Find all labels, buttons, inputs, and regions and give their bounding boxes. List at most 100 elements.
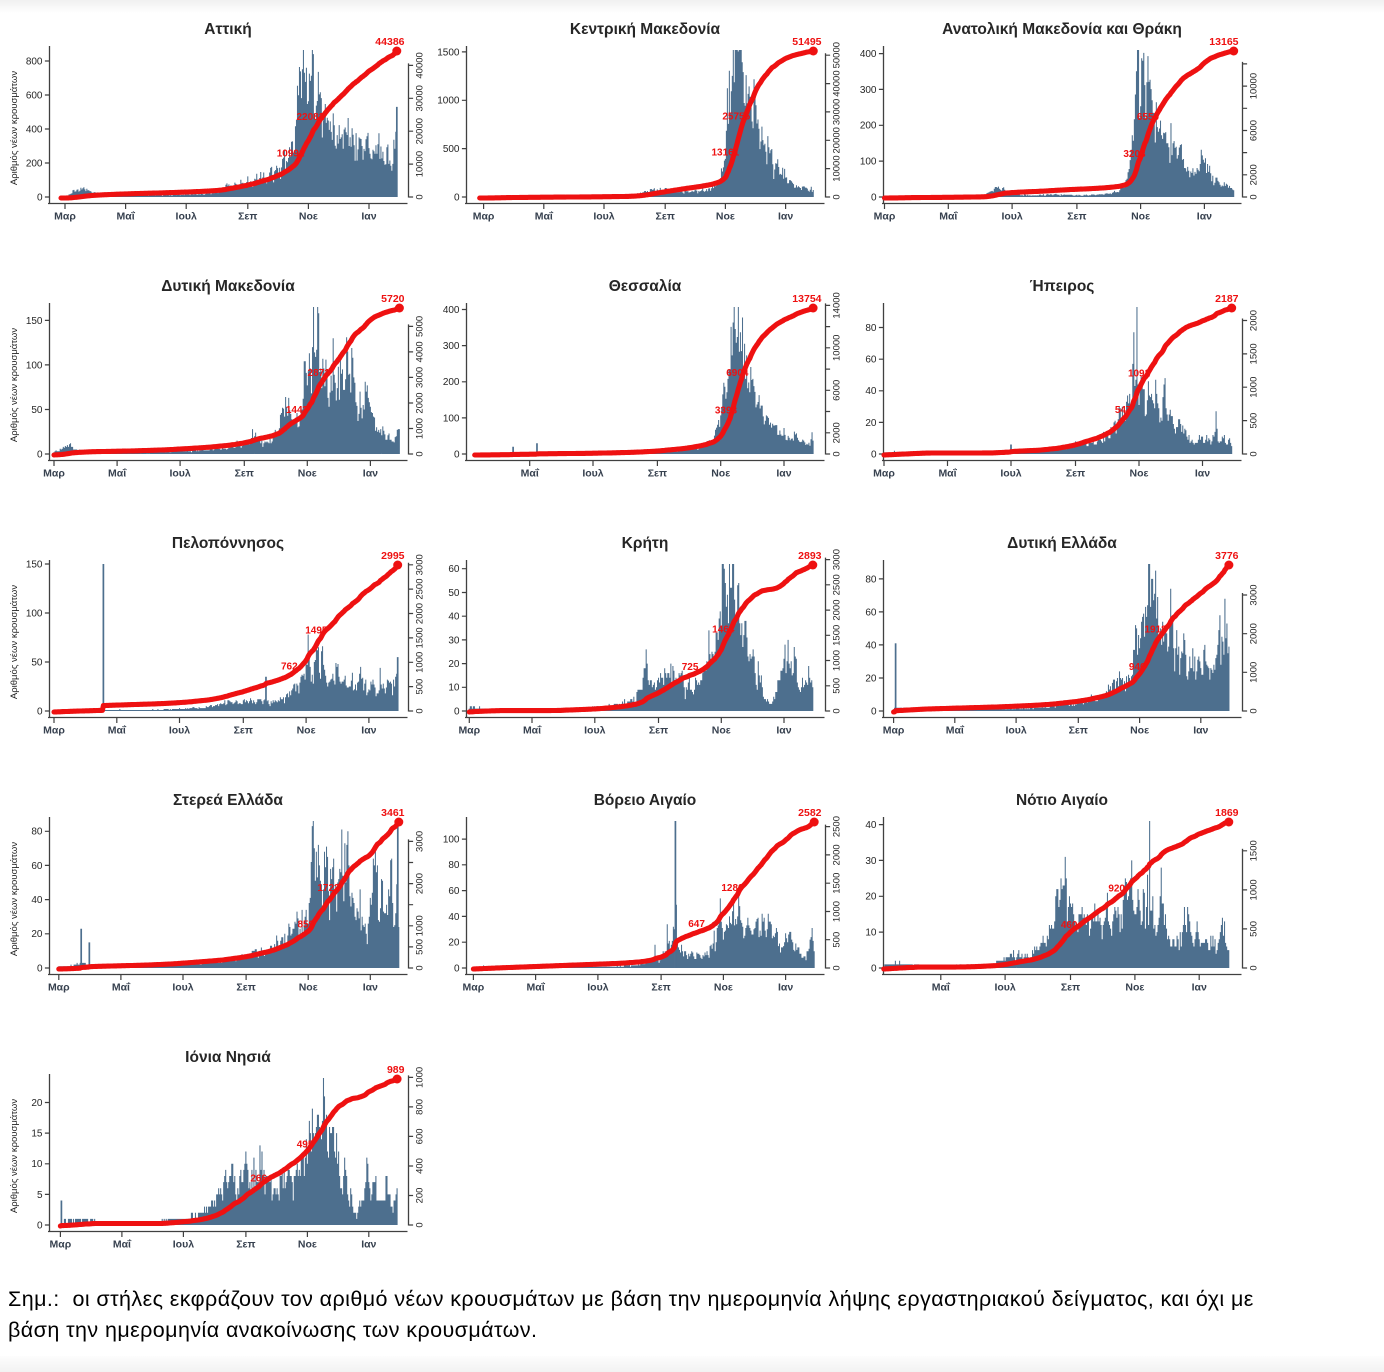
svg-text:547: 547 (1115, 405, 1132, 416)
svg-text:100: 100 (26, 608, 43, 619)
svg-text:60: 60 (448, 886, 460, 897)
svg-text:13754: 13754 (792, 293, 821, 305)
svg-text:20: 20 (448, 938, 460, 949)
svg-text:1722: 1722 (317, 883, 340, 894)
svg-text:Νοε: Νοε (716, 211, 735, 223)
svg-text:600: 600 (415, 1128, 426, 1144)
svg-text:Μαΐ: Μαΐ (108, 468, 127, 480)
svg-text:Ιουλ: Ιουλ (584, 725, 605, 737)
svg-text:500: 500 (1249, 413, 1260, 429)
svg-text:Ιαν: Ιαν (778, 982, 793, 994)
svg-text:Νοε: Νοε (1130, 468, 1149, 480)
svg-text:25755: 25755 (722, 112, 750, 123)
svg-text:Μαρ: Μαρ (48, 982, 70, 994)
svg-text:60: 60 (448, 564, 460, 575)
svg-text:50000: 50000 (832, 42, 843, 68)
svg-text:Μαρ: Μαρ (883, 725, 905, 737)
svg-text:Πελοπόννησος: Πελοπόννησος (172, 535, 284, 552)
svg-text:1495: 1495 (305, 626, 328, 637)
svg-text:Ιαν: Ιαν (1192, 982, 1207, 994)
svg-text:Μαΐ: Μαΐ (932, 982, 951, 994)
svg-text:989: 989 (387, 1064, 405, 1076)
svg-text:1000: 1000 (415, 418, 426, 439)
svg-text:Σεπ: Σεπ (1066, 468, 1085, 480)
svg-text:2000: 2000 (1249, 164, 1260, 185)
svg-text:Βόρειο Αιγαίο: Βόρειο Αιγαίο (594, 792, 697, 809)
svg-text:15: 15 (31, 1129, 43, 1140)
svg-text:1000: 1000 (415, 915, 426, 936)
svg-text:40: 40 (865, 820, 877, 831)
svg-text:1000: 1000 (832, 901, 843, 922)
svg-text:Μαΐ: Μαΐ (523, 725, 542, 737)
svg-text:400: 400 (415, 1158, 426, 1174)
svg-text:Ιαν: Ιαν (361, 211, 376, 223)
svg-text:0: 0 (454, 963, 460, 974)
svg-text:Ιαν: Ιαν (363, 982, 378, 994)
svg-text:10: 10 (448, 683, 460, 694)
svg-text:Αριθμός νέων κρουσμάτων: Αριθμός νέων κρουσμάτων (9, 842, 20, 956)
svg-text:2000: 2000 (415, 392, 426, 413)
svg-text:Ιουλ: Ιουλ (587, 982, 608, 994)
svg-text:500: 500 (1249, 921, 1260, 937)
svg-text:40: 40 (865, 386, 877, 397)
svg-text:Ιαν: Ιαν (361, 725, 376, 737)
svg-text:100: 100 (443, 413, 460, 424)
svg-text:50: 50 (31, 657, 43, 668)
svg-text:Ιουλ: Ιουλ (994, 982, 1015, 994)
svg-text:3776: 3776 (1215, 550, 1239, 562)
svg-text:80: 80 (448, 860, 460, 871)
svg-text:2582: 2582 (798, 807, 822, 819)
svg-text:Σεπ: Σεπ (1069, 725, 1088, 737)
svg-text:1500: 1500 (1249, 840, 1260, 861)
svg-text:2500: 2500 (832, 574, 843, 595)
svg-text:1869: 1869 (1215, 807, 1239, 819)
svg-text:725: 725 (682, 662, 699, 673)
svg-text:200: 200 (443, 377, 460, 388)
svg-text:Σεπ: Σεπ (649, 725, 668, 737)
svg-text:2995: 2995 (381, 550, 405, 562)
svg-text:2000: 2000 (415, 873, 426, 894)
svg-text:647: 647 (688, 919, 705, 930)
svg-text:3000: 3000 (415, 367, 426, 388)
svg-text:0: 0 (415, 451, 426, 456)
svg-text:300: 300 (443, 341, 460, 352)
svg-text:0: 0 (871, 449, 877, 460)
svg-text:50: 50 (448, 588, 460, 599)
svg-text:1918: 1918 (1144, 624, 1167, 635)
svg-text:10000: 10000 (832, 155, 843, 181)
svg-text:Μαρ: Μαρ (873, 468, 895, 480)
svg-text:Νοε: Νοε (712, 725, 731, 737)
svg-text:20000: 20000 (832, 127, 843, 153)
svg-text:Ήπειρος: Ήπειρος (1030, 278, 1095, 295)
svg-text:859: 859 (298, 920, 315, 931)
svg-text:Σεπ: Σεπ (648, 468, 667, 480)
svg-text:Αριθμός νέων κρουσμάτων: Αριθμός νέων κρουσμάτων (9, 1099, 20, 1213)
svg-text:Θεσσαλία: Θεσσαλία (609, 278, 682, 295)
svg-text:Μαρ: Μαρ (43, 725, 65, 737)
svg-text:40000: 40000 (415, 52, 426, 78)
svg-text:30: 30 (448, 635, 460, 646)
svg-text:22082: 22082 (296, 112, 324, 123)
svg-text:500: 500 (832, 678, 843, 694)
svg-text:400: 400 (443, 305, 460, 316)
svg-text:Μαΐ: Μαΐ (939, 211, 958, 223)
svg-text:Ιαν: Ιαν (1197, 211, 1212, 223)
svg-text:2000: 2000 (415, 603, 426, 624)
svg-text:0: 0 (37, 192, 43, 203)
svg-text:44386: 44386 (375, 36, 404, 48)
svg-text:Νοε: Νοε (1125, 982, 1144, 994)
svg-text:80: 80 (865, 323, 877, 334)
svg-text:50: 50 (31, 405, 43, 416)
svg-text:1443: 1443 (286, 405, 309, 416)
svg-text:5720: 5720 (381, 293, 405, 305)
svg-text:10: 10 (865, 928, 877, 939)
svg-text:10000: 10000 (1249, 73, 1260, 99)
svg-text:Μαρ: Μαρ (473, 211, 495, 223)
svg-text:2187: 2187 (1215, 293, 1239, 305)
svg-text:Μαρ: Μαρ (463, 982, 485, 994)
svg-text:Ιαν: Ιαν (1193, 725, 1208, 737)
svg-text:Μαΐ: Μαΐ (108, 725, 127, 737)
svg-text:Μαρ: Μαρ (874, 211, 896, 223)
svg-text:0: 0 (415, 1222, 426, 1227)
svg-text:Νοε: Νοε (1130, 725, 1149, 737)
